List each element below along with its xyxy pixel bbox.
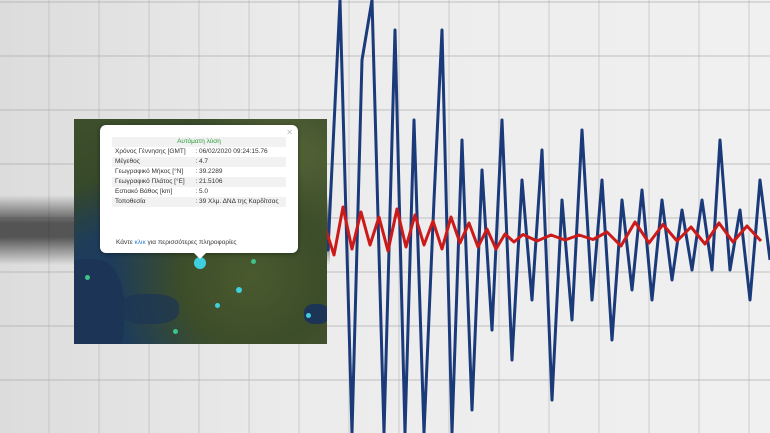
event-marker[interactable] <box>173 329 178 334</box>
row-label: Τοποθεσία <box>112 197 193 207</box>
row-value: : 4.7 <box>192 157 286 167</box>
row-label: Μέγεθος <box>112 157 193 167</box>
popup-title: Αυτόματη λύση <box>112 137 286 147</box>
table-row: Γεωγραφικό Πλάτος [°E]: 21.5106 <box>112 177 286 187</box>
event-marker[interactable] <box>251 259 256 264</box>
gulf-area <box>119 294 179 324</box>
row-value: : 39.2289 <box>195 168 223 175</box>
table-row: Γεωγραφικό Μήκος [°N] : 39.2289 <box>112 167 286 177</box>
event-details-table: Αυτόματη λύση Χρόνος Γέννησης [GMT] : 06/… <box>112 137 286 207</box>
event-marker[interactable] <box>215 303 220 308</box>
seismogram-trace-secondary <box>323 205 763 257</box>
seismogram-trace-primary <box>299 0 770 433</box>
more-info-link[interactable]: κλικ <box>134 239 146 246</box>
more-prefix: Κάντε <box>116 239 135 246</box>
row-value: : 21.5106 <box>192 177 286 187</box>
row-value: : 5.0 <box>195 188 208 195</box>
event-popup: ✕ Αυτόματη λύση Χρόνος Γέννησης [GMT] : 0… <box>100 125 298 259</box>
row-label: Γεωγραφικό Μήκος [°N] <box>115 168 184 175</box>
table-row: Τοποθεσία: 39 Χλμ. ΔΝΔ της Καρδίτσας <box>112 197 286 207</box>
row-label: Γεωγραφικό Πλάτος [°E] <box>112 177 193 187</box>
bay-area <box>304 304 327 324</box>
event-marker[interactable] <box>236 287 242 293</box>
table-row: Μέγεθος: 4.7 <box>112 157 286 167</box>
event-marker[interactable] <box>85 275 90 280</box>
more-suffix: για περισσότερες πληροφορίες <box>145 239 237 246</box>
event-marker[interactable] <box>306 313 311 318</box>
epicenter-marker[interactable] <box>194 257 206 269</box>
row-label: Χρόνος Γέννησης [GMT] <box>115 148 186 155</box>
row-value: : 06/02/2020 09:24:15.76 <box>195 148 268 155</box>
sea-area <box>74 259 124 344</box>
table-row: Εστιακό Βάθος [km] : 5.0 <box>112 187 286 197</box>
close-icon[interactable]: ✕ <box>286 128 293 137</box>
more-info-text: Κάντε κλικ για περισσότερες πληροφορίες <box>116 239 237 246</box>
table-row: Χρόνος Γέννησης [GMT] : 06/02/2020 09:24:… <box>112 147 286 157</box>
row-value: : 39 Χλμ. ΔΝΔ της Καρδίτσας <box>192 197 286 207</box>
row-label: Εστιακό Βάθος [km] <box>115 188 173 195</box>
